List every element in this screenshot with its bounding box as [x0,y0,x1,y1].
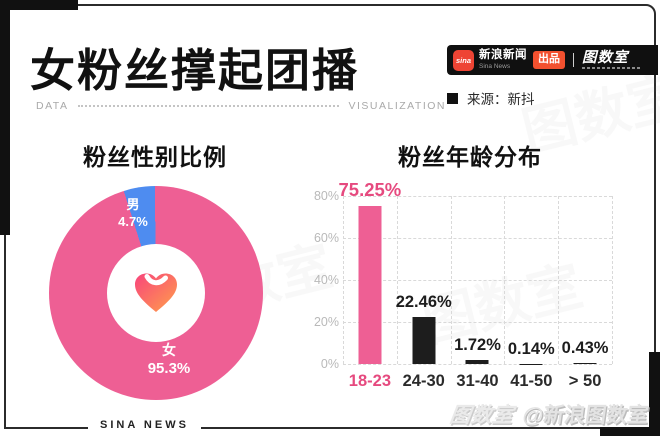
divider-label-data: DATA [36,100,69,112]
brand-name-cn: 新浪新闻 [479,49,527,61]
bar-column-41-50: 0.14% 41-50 [504,196,558,390]
divider-dotted-line [78,105,339,107]
y-axis-tick: 80% [313,189,339,203]
bar-column-24-30: 22.46% 24-30 [395,196,452,390]
divider-label-visualization: VISUALIZATION [348,100,446,112]
gridline-vertical [558,196,560,364]
source-label: 来源：新抖 [467,92,535,107]
bar-column-> 50: 0.43% > 50 [558,196,612,390]
gridline-vertical [612,196,613,364]
gridline-vertical [504,196,506,364]
bar-value-label: 0.43% [561,339,609,357]
donut-chart-title: 粉丝性别比例 [83,144,227,170]
x-axis-tick: 18-23 [348,372,391,390]
bar-column-18-23: 75.25% 18-23 [339,179,402,390]
watermark-logo-mark: 图数室 [447,404,514,427]
corner-bracket-bottom-right-arm [649,352,660,436]
gridline-horizontal [343,280,612,281]
bar [412,316,436,364]
gridline-vertical [343,196,344,364]
x-axis-tick: 31-40 [456,372,499,390]
corner-bracket-top-left-arm [0,0,10,235]
y-axis-tick: 60% [313,231,339,245]
bar-value-label: 0.14% [507,339,555,358]
studio-logo-caption [582,67,640,70]
brand-name-en: Sina News [479,62,511,70]
y-axis-tick: 40% [313,273,339,287]
gridline-horizontal [343,364,612,365]
publisher-logo-bar: sina 新浪新闻 Sina News 出品 图数室 [447,45,658,75]
bar-column-31-40: 1.72% 31-40 [451,196,505,390]
watermark-handle: @新浪图数室 [520,404,650,427]
corner-bracket-top-left [0,0,78,10]
gender-donut-chart: 男 4.7% 女 95.3% [49,186,263,400]
data-visualization-divider: DATA VISUALIZATION [36,100,446,112]
female-slice-label: 女 95.3% [138,341,200,379]
female-percentage: 95.3% [147,360,191,378]
page-title: 女粉丝撑起团播 [30,45,360,96]
x-axis-tick: 24-30 [402,372,445,390]
bar [465,360,489,364]
x-axis-tick: 41-50 [510,372,553,390]
source-square-icon [447,92,458,104]
y-axis-tick: 0% [320,357,339,371]
corner-bracket-bottom-right [600,427,660,436]
bar [573,363,597,364]
watermark: 图数室 @新浪图数室 [447,399,650,429]
bar-chart-title: 粉丝年龄分布 [398,144,542,170]
data-source: 来源：新抖 [447,88,535,108]
bar [358,205,382,364]
y-axis-tick: 20% [313,315,339,329]
gradient-heart-icon [135,273,177,312]
gridline-vertical [450,196,452,364]
bar-value-label: 22.46% [395,292,452,311]
male-slice-label: 男 4.7% [111,197,155,231]
female-label: 女 [162,342,176,358]
brand-names: 新浪新闻 Sina News [479,49,527,70]
produced-by-badge: 出品 [533,51,565,69]
age-bar-chart: 80% 60% 40% 20% 0% 75.25% 18-23 22.46% 24-30 1.72… [314,179,613,390]
donut-center [107,244,205,342]
gridline-horizontal [343,238,612,239]
male-label: 男 [126,197,140,212]
male-percentage: 4.7% [118,213,148,229]
gridline-horizontal [343,322,612,323]
gridline-vertical [396,196,398,364]
bar-value-label: 1.72% [454,336,501,355]
sina-logo-icon: sina [453,49,474,71]
gridline-horizontal [343,196,612,197]
footer-brand: SINA NEWS [88,419,201,431]
logo-bar-divider [573,53,574,67]
studio-logo-text: 图数室 [582,49,629,66]
studio-logo: 图数室 [582,51,640,70]
x-axis-tick: > 50 [568,372,602,390]
bar-value-label: 75.25% [338,178,402,200]
